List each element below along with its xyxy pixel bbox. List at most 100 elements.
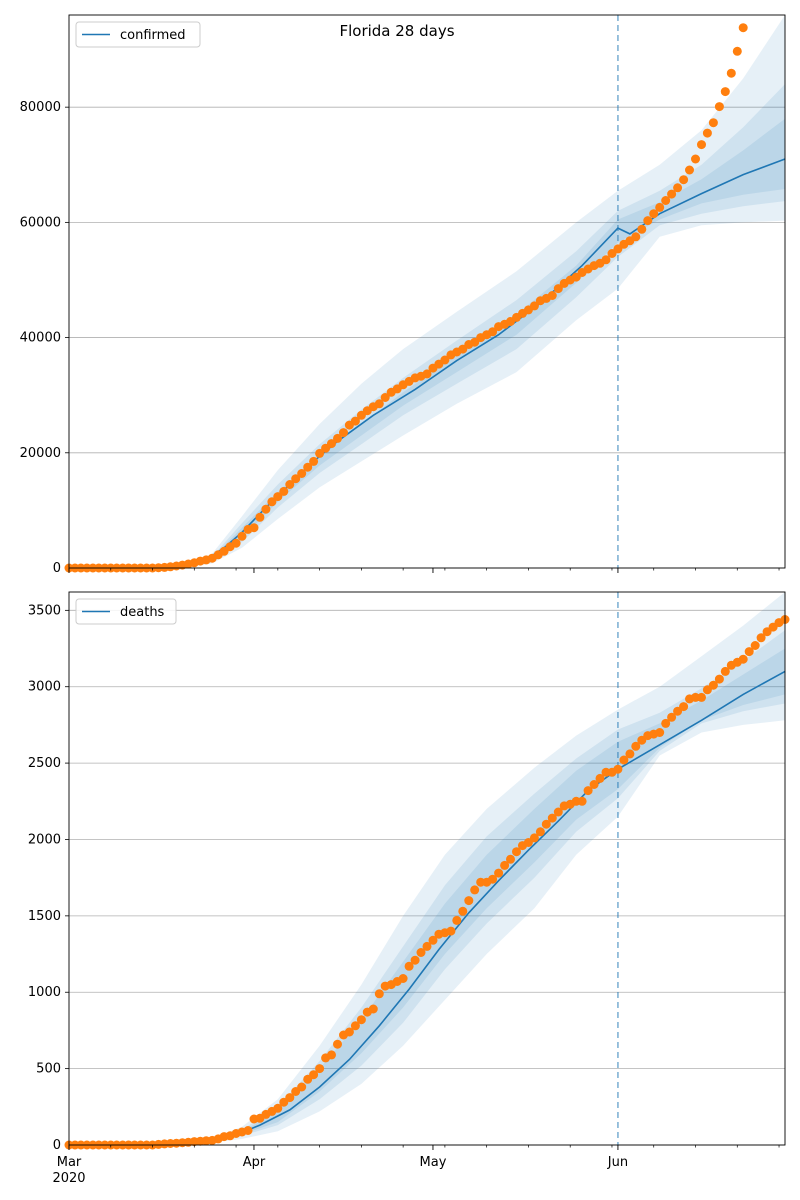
legend: deaths	[75, 598, 177, 625]
legend: confirmed	[75, 21, 201, 48]
observed-point	[553, 284, 563, 294]
observed-point	[267, 497, 277, 507]
observed-point	[732, 46, 742, 56]
observed-point	[697, 692, 706, 702]
observed-point	[339, 428, 348, 438]
observed-point	[643, 216, 653, 226]
observed-point	[333, 1039, 342, 1049]
observed-point	[380, 393, 390, 402]
observed-point	[237, 531, 247, 541]
observed-point	[344, 1027, 354, 1037]
confirmed-panel: 0 20000 40000 60000 80000 confirmed	[20, 14, 786, 576]
observed-point	[273, 1103, 283, 1113]
observed-point	[500, 860, 510, 870]
observed-point	[494, 868, 504, 878]
observed-point	[595, 773, 605, 783]
y-tick-label: 0	[53, 1138, 61, 1153]
y-tick-label: 0	[53, 561, 61, 576]
observed-point	[315, 448, 325, 458]
observed-point	[613, 764, 623, 774]
axes-frame	[68, 591, 786, 1146]
observed-point	[470, 885, 480, 895]
observed-point	[291, 474, 301, 484]
observed-point	[577, 796, 587, 806]
observed-point	[309, 1070, 319, 1080]
observed-point	[738, 23, 748, 33]
observed-point	[255, 512, 265, 522]
observed-point	[350, 416, 360, 426]
observed-point	[488, 874, 498, 884]
observed-point	[601, 255, 611, 265]
observed-point	[368, 1004, 378, 1014]
observed-point	[374, 399, 384, 409]
observed-point	[404, 961, 414, 971]
observed-point	[702, 128, 712, 138]
axes-frame	[68, 14, 786, 569]
observed-point	[440, 355, 450, 365]
observed-point	[738, 654, 748, 664]
observed-point	[589, 780, 599, 789]
observed-point	[249, 523, 259, 533]
observed-point	[637, 224, 647, 234]
legend-box	[75, 21, 201, 48]
observed-point	[583, 786, 593, 796]
observed-point	[428, 935, 438, 945]
legend-box	[75, 598, 177, 625]
observed-point	[410, 955, 420, 965]
x-axis: Mar Apr May Jun 2020	[52, 1155, 628, 1186]
confidence-band	[194, 648, 786, 1145]
confidence-band	[194, 630, 786, 1145]
observed-point	[726, 68, 736, 78]
observed-point	[553, 807, 563, 817]
observed-point	[350, 1021, 360, 1031]
observed-point	[279, 486, 289, 496]
observed-point	[452, 915, 462, 925]
observed-point	[714, 102, 724, 112]
y-tick-label: 3000	[28, 680, 61, 695]
observed-point	[297, 1082, 307, 1092]
chart-title: Florida 28 days	[339, 22, 454, 40]
observed-point	[535, 827, 545, 837]
observed-point	[744, 647, 754, 657]
observed-point	[297, 469, 307, 478]
observed-point	[243, 1126, 253, 1135]
observed-point	[685, 165, 694, 175]
observed-point	[374, 989, 384, 999]
observed-point	[679, 175, 689, 185]
observed-point	[488, 327, 498, 337]
observed-point	[398, 974, 408, 983]
deaths-panel: 0 500 1000 1500 2000 2500 3000 3500 deaths	[28, 591, 790, 1153]
observed-point	[631, 232, 641, 242]
observed-point	[679, 702, 689, 712]
observed-point	[720, 87, 730, 97]
y-tick-label: 1500	[28, 909, 61, 924]
y-tick-label: 500	[36, 1062, 61, 1077]
observed-point	[625, 749, 635, 759]
observed-point	[673, 183, 683, 193]
x-year-label: 2020	[52, 1171, 85, 1186]
observed-point	[315, 1064, 325, 1074]
observed-point	[649, 209, 659, 219]
observed-point	[285, 1093, 295, 1103]
observed-point	[697, 140, 706, 150]
observed-point	[619, 755, 629, 765]
observed-point	[756, 633, 766, 643]
x-tick-label: Mar	[57, 1155, 82, 1170]
y-tick-label: 60000	[20, 215, 61, 230]
confidence-band	[182, 15, 785, 568]
observed-point	[327, 439, 336, 449]
observed-point	[529, 833, 539, 843]
y-tick-label: 2000	[28, 832, 61, 847]
observed-point	[661, 196, 671, 205]
observed-point	[422, 369, 432, 379]
legend-label: confirmed	[120, 28, 186, 43]
observed-point	[655, 728, 665, 737]
observed-point	[506, 854, 515, 864]
model-line-deaths	[194, 670, 786, 1146]
observed-point	[273, 492, 283, 502]
observed-point	[446, 926, 456, 936]
x-tick-label: May	[420, 1155, 447, 1170]
y-tick-label: 20000	[20, 446, 61, 461]
observed-point	[631, 741, 641, 751]
